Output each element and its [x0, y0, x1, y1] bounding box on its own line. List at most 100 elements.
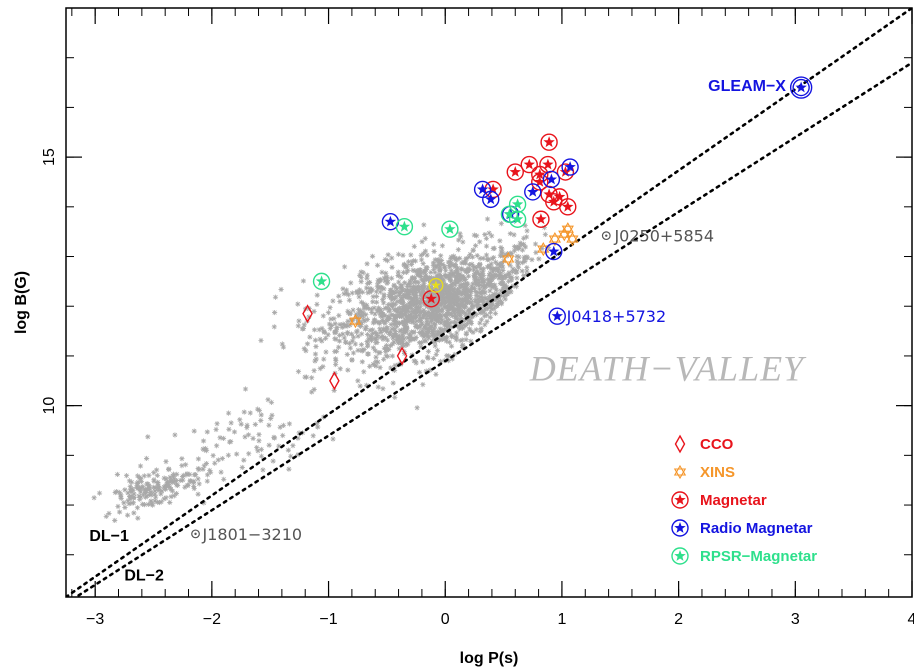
pulsar-point	[368, 306, 375, 312]
pulsar-point	[448, 311, 454, 317]
pulsar-point	[241, 409, 247, 415]
pulsar-point	[376, 319, 382, 326]
pulsar-point	[416, 369, 423, 375]
pulsar-point	[437, 292, 443, 298]
pulsar-point	[181, 472, 187, 478]
pulsar-point	[387, 329, 394, 335]
pulsar-point	[452, 298, 458, 304]
pulsar-point	[380, 386, 386, 392]
pulsar-point	[449, 356, 455, 362]
pulsar-point	[504, 287, 510, 293]
pulsar-point	[489, 276, 495, 283]
pulsar-point	[380, 327, 387, 333]
pulsar-point	[187, 477, 193, 484]
pulsar-point	[458, 292, 464, 298]
pulsar-point	[238, 421, 244, 427]
pulsar-point	[445, 306, 451, 312]
pulsar-point	[484, 276, 491, 283]
pulsar-point	[270, 458, 276, 464]
pulsar-point	[480, 277, 486, 283]
pulsar-point	[327, 326, 333, 332]
pulsar-point	[454, 256, 460, 262]
pulsar-point	[475, 277, 482, 283]
pulsar-point	[200, 438, 207, 444]
pulsar-point	[396, 279, 402, 285]
pulsar-point	[446, 353, 452, 359]
pulsar-point	[182, 484, 188, 490]
pulsar-point	[428, 326, 434, 332]
pulsar-point	[400, 334, 406, 340]
pulsar-point	[321, 329, 327, 336]
pulsar-point	[187, 471, 193, 477]
pulsar-point	[374, 262, 381, 268]
pulsar-point	[312, 358, 318, 364]
pulsar-point	[126, 478, 133, 484]
pulsar-point	[166, 466, 172, 472]
pulsar-point	[445, 326, 451, 332]
pulsar-point	[296, 430, 302, 436]
pulsar-point	[444, 303, 450, 309]
pulsar-point	[414, 304, 420, 310]
pulsar-point	[413, 295, 420, 301]
pulsar-point	[375, 281, 381, 287]
pulsar-point	[337, 321, 343, 328]
pulsar-point	[420, 359, 426, 365]
pulsar-point	[152, 485, 158, 491]
pulsar-point	[393, 293, 399, 300]
pulsar-point	[333, 361, 339, 368]
pulsar-point	[461, 259, 467, 265]
pulsar-point	[380, 311, 386, 317]
pulsar-point	[125, 490, 131, 496]
pulsar-point	[367, 363, 373, 369]
pulsar-point	[447, 296, 453, 302]
pulsar-point	[386, 294, 392, 300]
pulsar-point	[183, 462, 189, 468]
pulsar-point	[489, 233, 495, 239]
pulsar-point	[271, 324, 277, 330]
pulsar-point	[425, 284, 431, 290]
pulsar-point	[474, 300, 480, 306]
pulsar-point	[478, 327, 484, 333]
pulsar-point	[473, 312, 480, 318]
pulsar-point	[384, 258, 391, 264]
pulsar-point	[469, 284, 475, 290]
pulsar-point	[497, 238, 503, 244]
pulsar-point	[452, 334, 458, 340]
pulsar-point	[417, 299, 423, 305]
pulsar-point	[425, 321, 431, 328]
pulsar-point	[370, 294, 376, 300]
pulsar-point	[191, 428, 197, 434]
pulsar-point	[395, 334, 401, 340]
pulsar-point	[473, 292, 479, 299]
pulsar-point	[151, 484, 157, 490]
pulsar-point	[353, 311, 359, 317]
pulsar-point	[401, 336, 407, 342]
pulsar-point	[258, 412, 264, 418]
pulsar-point	[423, 294, 429, 300]
pulsar-point	[310, 433, 316, 439]
pulsar-point	[479, 270, 485, 276]
pulsar-point	[389, 326, 395, 332]
pulsar-point	[478, 266, 484, 272]
pulsar-point	[385, 316, 391, 322]
pulsar-point	[448, 268, 454, 274]
pulsar-point	[463, 276, 469, 283]
pulsar-point	[358, 279, 364, 285]
pulsar-point	[442, 304, 448, 310]
pulsar-point	[446, 273, 452, 279]
pulsar-point	[437, 337, 443, 343]
pulsar-point	[448, 290, 454, 296]
pulsar-point	[140, 483, 146, 490]
pulsar-point	[382, 278, 388, 284]
pulsar-point	[390, 380, 396, 386]
pulsar-point	[372, 335, 378, 342]
pulsar-point	[423, 368, 429, 374]
pulsar-point	[309, 375, 315, 381]
pulsar-point	[477, 255, 483, 261]
pulsar-point	[435, 329, 441, 335]
pulsar-point	[226, 410, 232, 416]
pulsar-point	[451, 287, 458, 293]
pulsar-point	[502, 272, 508, 278]
pulsar-point	[330, 436, 336, 442]
pulsar-point	[390, 296, 396, 302]
